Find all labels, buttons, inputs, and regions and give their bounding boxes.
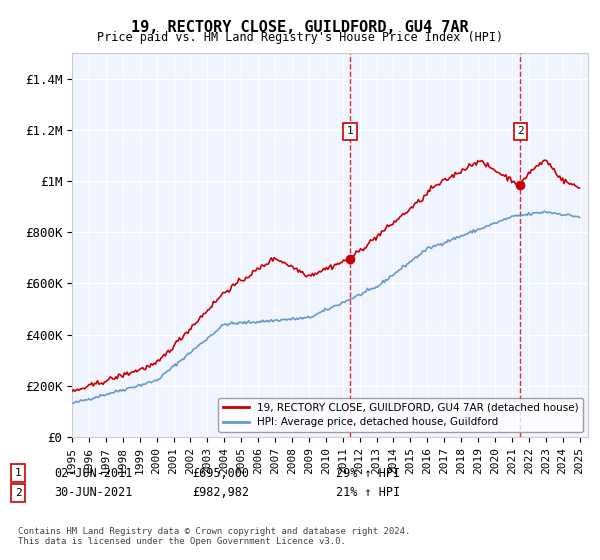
Text: 02-JUN-2011: 02-JUN-2011: [54, 466, 133, 480]
Text: 2: 2: [14, 488, 22, 498]
Text: 1: 1: [346, 126, 353, 136]
Text: 1: 1: [14, 468, 22, 478]
Text: £695,000: £695,000: [192, 466, 249, 480]
Text: 21% ↑ HPI: 21% ↑ HPI: [336, 486, 400, 500]
Text: 2: 2: [517, 126, 524, 136]
Text: 30-JUN-2021: 30-JUN-2021: [54, 486, 133, 500]
Legend: 19, RECTORY CLOSE, GUILDFORD, GU4 7AR (detached house), HPI: Average price, deta: 19, RECTORY CLOSE, GUILDFORD, GU4 7AR (d…: [218, 398, 583, 432]
Text: 29% ↑ HPI: 29% ↑ HPI: [336, 466, 400, 480]
Text: 19, RECTORY CLOSE, GUILDFORD, GU4 7AR: 19, RECTORY CLOSE, GUILDFORD, GU4 7AR: [131, 20, 469, 35]
Text: Contains HM Land Registry data © Crown copyright and database right 2024.
This d: Contains HM Land Registry data © Crown c…: [18, 526, 410, 546]
Text: £982,982: £982,982: [192, 486, 249, 500]
Text: Price paid vs. HM Land Registry's House Price Index (HPI): Price paid vs. HM Land Registry's House …: [97, 31, 503, 44]
